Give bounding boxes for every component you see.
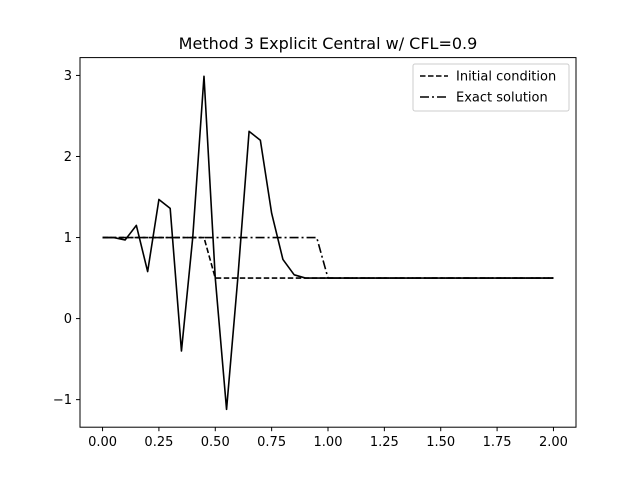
x-tick-label: 0.75: [257, 435, 286, 450]
x-tick-label: 0.25: [144, 435, 173, 450]
y-tick-label: −1: [53, 393, 72, 408]
series-line-exact-solution: [102, 236, 554, 279]
plot-frame: [79, 57, 577, 428]
x-tick-label: 0.50: [201, 435, 230, 450]
series-line-numerical-solution: [102, 75, 554, 411]
x-axis: 0.00 0.25 0.50 0.75 1.00 1.25 1.50 1.75 2.00: [88, 427, 568, 450]
x-tick-label: 1.00: [314, 435, 343, 450]
legend: Initial condition Exact solution: [412, 63, 570, 112]
y-tick-label: 2: [64, 150, 72, 165]
y-tick-label: 0: [64, 312, 72, 327]
series-layer: [102, 75, 554, 411]
series-line-initial-condition: [102, 236, 554, 279]
legend-box: [412, 63, 570, 112]
x-tick-label: 1.75: [483, 435, 512, 450]
x-tick-label: 0.00: [88, 435, 117, 450]
x-tick-label: 2.00: [539, 435, 568, 450]
chart-title: Method 3 Explicit Central w/ CFL=0.9: [179, 34, 478, 53]
legend-label: Initial condition: [456, 70, 556, 85]
y-tick-label: 1: [64, 231, 72, 246]
y-tick-label: 3: [64, 69, 72, 84]
x-tick-label: 1.25: [370, 435, 399, 450]
y-axis: −1 0 1 2 3: [53, 69, 80, 408]
x-tick-label: 1.50: [426, 435, 455, 450]
legend-label: Exact solution: [456, 91, 548, 106]
